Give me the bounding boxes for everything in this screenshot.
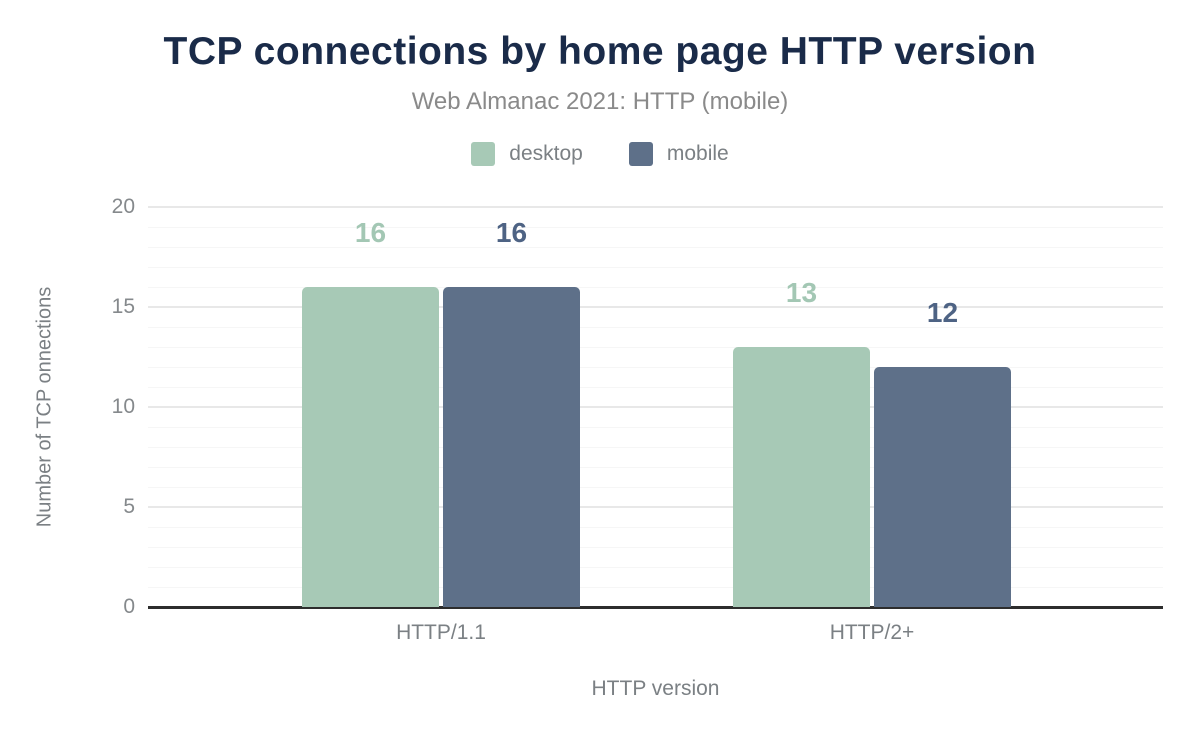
chart-title: TCP connections by home page HTTP versio… <box>163 30 1037 73</box>
legend-label-desktop: desktop <box>509 142 583 165</box>
bar-value-label: 16 <box>495 217 528 248</box>
legend-item-mobile: mobile <box>628 142 729 166</box>
legend-swatch-desktop-icon <box>471 142 496 166</box>
x-category-label: HTTP/1.1 <box>396 621 486 644</box>
minor-gridline <box>148 587 1163 588</box>
bar-value-label: 16 <box>354 217 387 248</box>
bar-mobile-http-2- <box>874 367 1011 607</box>
bar-desktop-http-1-1 <box>302 287 439 607</box>
minor-gridline <box>148 567 1163 568</box>
major-gridline <box>148 206 1163 208</box>
minor-gridline <box>148 327 1163 328</box>
y-tick-label: 5 <box>123 495 135 518</box>
x-axis-title: HTTP version <box>591 677 720 700</box>
minor-gridline <box>148 227 1163 228</box>
major-gridline <box>148 506 1163 508</box>
legend-item-desktop: desktop <box>471 142 583 166</box>
minor-gridline <box>148 527 1163 528</box>
minor-gridline <box>148 467 1163 468</box>
bar-mobile-http-1-1 <box>443 287 580 607</box>
chart-subtitle: Web Almanac 2021: HTTP (mobile) <box>411 88 789 115</box>
bar-value-label: 13 <box>785 277 818 308</box>
minor-gridline <box>148 547 1163 548</box>
y-tick-label: 10 <box>111 395 135 418</box>
legend-swatch-mobile-icon <box>628 142 653 166</box>
minor-gridline <box>148 287 1163 288</box>
minor-gridline <box>148 347 1163 348</box>
y-tick-label: 0 <box>123 595 135 618</box>
bar-desktop-http-2- <box>733 347 870 607</box>
bar-value-label: 12 <box>926 297 959 328</box>
legend-label-mobile: mobile <box>666 142 729 165</box>
major-gridline <box>148 306 1163 308</box>
major-gridline <box>148 406 1163 408</box>
minor-gridline <box>148 427 1163 428</box>
minor-gridline <box>148 367 1163 368</box>
plot-area: 0 5 10 15 20 16 16 HTTP/1.1 13 12 HTTP/2+ <box>112 195 1163 644</box>
minor-gridline <box>148 487 1163 488</box>
minor-gridline <box>148 447 1163 448</box>
x-axis-line <box>148 606 1163 609</box>
chart-legend: desktop mobile <box>0 142 1200 166</box>
minor-gridline <box>148 387 1163 388</box>
minor-gridline <box>148 247 1163 248</box>
minor-gridline <box>148 267 1163 268</box>
x-category-label: HTTP/2+ <box>829 621 915 644</box>
y-tick-label: 15 <box>111 295 135 318</box>
y-tick-label: 20 <box>111 195 135 218</box>
